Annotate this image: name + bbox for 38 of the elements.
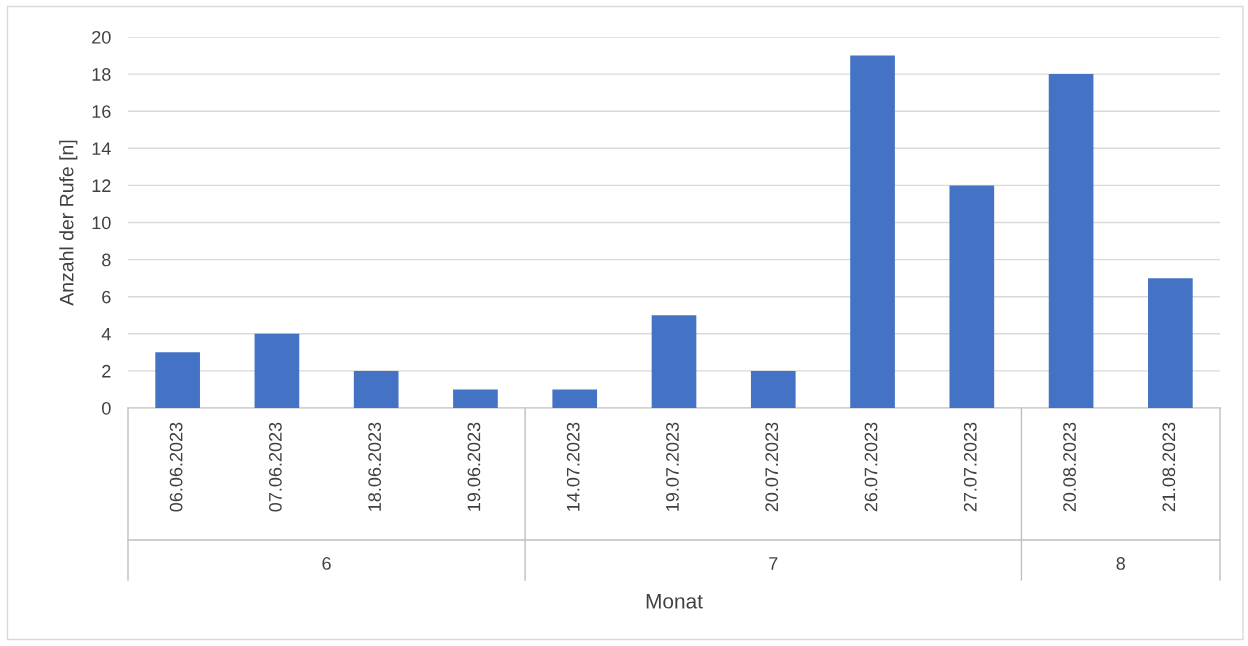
y-tick-label: 12: [92, 179, 111, 192]
x-tick-label: 27.07.2023: [963, 422, 977, 512]
y-tick-label: 16: [92, 105, 111, 118]
bar: [155, 352, 200, 408]
bar: [1048, 74, 1094, 408]
y-tick-label: 6: [102, 290, 111, 304]
bar: [254, 333, 300, 408]
y-tick-label: 8: [102, 253, 111, 267]
y-tick-label: 2: [102, 364, 111, 378]
y-tick-label: 0: [102, 401, 111, 415]
text: 6: [322, 557, 331, 570]
bar: [353, 370, 399, 408]
x-tick-label: 07.06.2023: [268, 422, 282, 512]
x-tick-label: 20.07.2023: [765, 422, 779, 512]
text: 8: [1116, 557, 1125, 570]
y-tick-label: 14: [92, 142, 111, 155]
bar: [949, 185, 995, 408]
x-tick-label: 06.06.2023: [169, 422, 183, 512]
x-axis-title: Monat: [646, 594, 703, 609]
bar: [850, 55, 895, 408]
x-tick-label: 20.08.2023: [1063, 422, 1076, 512]
bar: [552, 389, 598, 408]
y-tick-label: 18: [92, 68, 111, 81]
text: 7: [769, 557, 778, 570]
y-axis-title: Anzahl der Rufe [n]: [59, 140, 78, 306]
x-tick-label: 21.08.2023: [1162, 422, 1176, 512]
bar: [453, 389, 498, 408]
y-tick-label: 4: [101, 327, 111, 341]
bar: [1148, 278, 1193, 408]
bar: [750, 370, 796, 408]
y-tick-label: 10: [92, 216, 111, 230]
x-tick-label: 19.06.2023: [467, 422, 481, 511]
bar: [651, 315, 697, 408]
y-tick-label: 20: [92, 30, 111, 44]
x-tick-label: 14.07.2023: [566, 422, 580, 511]
x-tick-label: 18.06.2023: [368, 422, 382, 511]
x-tick-label: 19.07.2023: [666, 422, 679, 511]
x-tick-label: 26.07.2023: [864, 422, 878, 512]
